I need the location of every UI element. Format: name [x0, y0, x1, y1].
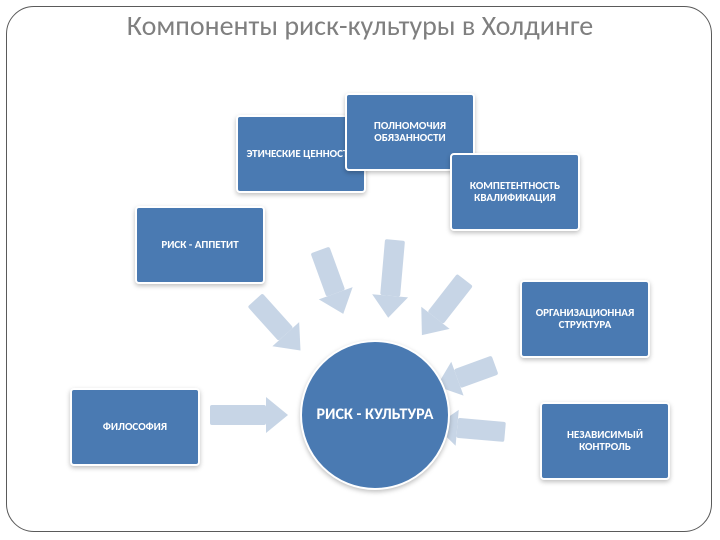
- node-label: КОМПЕТЕНТНОСТЬ КВАЛИФИКАЦИЯ: [458, 180, 572, 204]
- center-node-label: РИСК - КУЛЬТУРА: [317, 406, 434, 424]
- arrow-risk-appetite: [242, 288, 314, 363]
- node-label: НЕЗАВИСИМЫЙ КОНТРОЛЬ: [548, 429, 662, 453]
- diagram-stage: РИСК - КУЛЬТУРА ФИЛОСОФИЯ РИСК - АППЕТИТ ЭТ…: [0, 0, 720, 540]
- node-label: ФИЛОСОФИЯ: [103, 421, 167, 433]
- arrow-authority: [370, 238, 413, 319]
- node-risk-appetite: РИСК - АППЕТИТ: [135, 206, 265, 284]
- node-label: РИСК - АППЕТИТ: [161, 239, 238, 251]
- node-label: ПОЛНОМОЧИЯ ОБЯЗАННОСТИ: [353, 120, 467, 144]
- node-control: НЕЗАВИСИМЫЙ КОНТРОЛЬ: [540, 402, 670, 480]
- arrow-ethics: [303, 244, 360, 320]
- arrow-philosophy: [210, 397, 288, 433]
- arrow-competence: [408, 269, 479, 346]
- node-philosophy: ФИЛОСОФИЯ: [70, 388, 200, 466]
- node-label: ЭТИЧЕСКИЕ ЦЕННОСТИ: [246, 148, 355, 160]
- node-competence: КОМПЕТЕНТНОСТЬ КВАЛИФИКАЦИЯ: [450, 153, 580, 231]
- center-node: РИСК - КУЛЬТУРА: [300, 340, 450, 490]
- node-orgstructure: ОРГАНИЗАЦИОННАЯ СТРУКТУРА: [520, 280, 650, 358]
- node-label: ОРГАНИЗАЦИОННАЯ СТРУКТУРА: [528, 307, 642, 331]
